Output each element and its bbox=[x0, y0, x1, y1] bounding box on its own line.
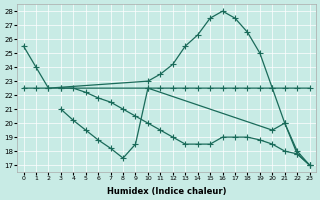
X-axis label: Humidex (Indice chaleur): Humidex (Indice chaleur) bbox=[107, 187, 226, 196]
